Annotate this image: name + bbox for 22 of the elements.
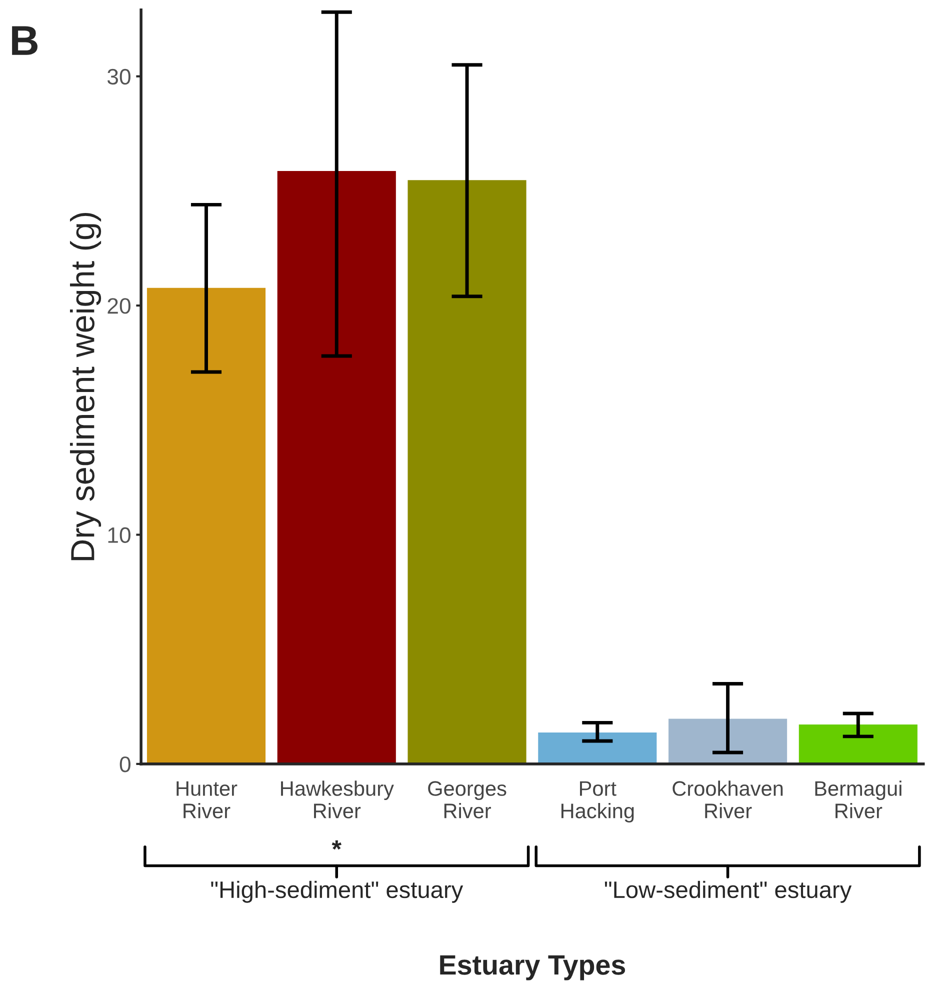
y-tick-label: 20 bbox=[108, 298, 130, 314]
y-tick-label: 30 bbox=[107, 68, 130, 85]
text: "High-sediment" estuary bbox=[211, 880, 464, 903]
x-tick-label: Georges River bbox=[428, 781, 506, 818]
x-tick-label: Hunter River bbox=[176, 781, 238, 818]
bar bbox=[797, 723, 919, 764]
x-tick-label: Port Hacking bbox=[561, 781, 634, 822]
x-tick-label: Bermagui River bbox=[815, 780, 902, 818]
x-axis-title: Estuary Types bbox=[440, 955, 625, 980]
bar bbox=[667, 717, 788, 764]
bar bbox=[276, 170, 398, 764]
text: "Low-sediment" estuary bbox=[604, 880, 852, 903]
y-tick-label: 10 bbox=[108, 527, 130, 544]
bar bbox=[146, 286, 267, 764]
y-axis-title: Dry sediment weight (g) bbox=[70, 212, 102, 560]
x-tick-label: Crookhaven River bbox=[672, 780, 783, 818]
bar bbox=[406, 178, 528, 764]
y-tick-label: 0 bbox=[120, 756, 130, 772]
text: * bbox=[332, 840, 342, 850]
x-tick-label: Hawkesbury River bbox=[281, 780, 394, 818]
bar bbox=[536, 731, 658, 764]
text: B bbox=[12, 26, 38, 55]
